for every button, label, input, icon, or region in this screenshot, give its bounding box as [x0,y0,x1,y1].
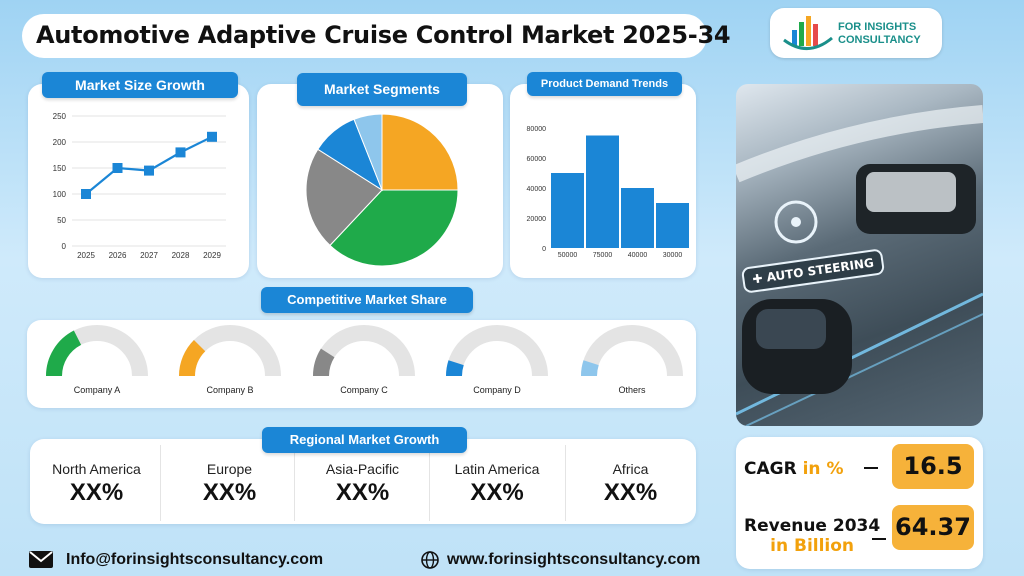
y-tick-label: 150 [53,164,67,173]
pie-slice [353,113,383,191]
footer-email[interactable]: Info@forinsightsconsultancy.com [66,551,324,568]
divider [565,445,566,521]
y-tick-label: 0 [542,246,546,253]
y-tick-label: 200 [53,138,67,147]
x-tick-label: 50000 [558,252,578,259]
x-tick-label: 2029 [203,251,221,260]
globe-icon [421,551,439,569]
region-name: North America [52,461,141,477]
x-tick-label: 30000 [663,252,683,259]
gauge-fill [446,360,464,377]
y-tick-label: 250 [53,112,67,121]
region-africa: Africa XX% [565,439,696,524]
gauge-fill [46,330,82,377]
data-point [144,165,154,176]
cagr-value: 16.5 [892,444,974,489]
gauge-fill [313,348,335,377]
region-value: XX% [69,479,124,506]
gauge-fill [581,360,599,377]
data-point [207,131,217,142]
x-tick-label: 2025 [77,251,95,260]
data-point [112,163,123,173]
x-tick-label: 75000 [593,252,613,259]
gauge-fill [179,339,206,377]
logo-text-2: CONSULTANCY [838,34,921,46]
divider [429,445,430,521]
region-value: XX% [335,479,390,506]
gauge-label: Company C [340,385,388,395]
bar [586,135,619,248]
company-logo[interactable]: FOR INSIGHTS CONSULTANCY [770,8,942,58]
y-tick-label: 100 [53,190,67,199]
gauge-track [446,325,548,377]
y-tick-label: 50 [57,216,66,225]
market-size-title: Market Size Growth [42,72,238,98]
y-tick-label: 0 [62,242,67,251]
pie-slice [381,113,459,191]
road-illustration [736,105,983,426]
cagr-label: CAGR in % [744,459,844,479]
market-segments-pie-chart [305,113,459,267]
series-line [85,135,213,195]
region-name: Europe [206,461,253,477]
region-name: Latin America [454,461,540,477]
gauge-track [313,325,415,377]
demand-bar-chart: 0 20000 40000 60000 80000 50000 75000 40000 3000… [527,126,689,259]
gauge-label: Company D [473,385,521,395]
x-tick-label: 2027 [140,251,158,260]
pie-slice [329,189,459,267]
region-name: Asia-Pacific [325,461,400,477]
divider [294,445,295,521]
revenue-label: Revenue 2034 in Billion [744,516,881,556]
x-tick-label: 2026 [109,251,127,260]
regional-title: Regional Market Growth [262,427,467,453]
data-point [175,147,186,158]
competitive-gauges: Company A Company B Company C Company D Othe… [46,325,683,395]
bar [621,188,654,248]
x-tick-label: 40000 [628,252,648,259]
market-size-line-chart: 0 50 100 150 200 250 2025 2026 2027 2028 2029 [53,112,226,260]
gauge-track [581,325,683,377]
divider [160,445,161,521]
steering-wheel-icon [774,200,818,244]
competitive-title: Competitive Market Share [261,287,473,313]
demand-title: Product Demand Trends [527,72,682,96]
page-title: Automotive Adaptive Cruise Control Marke… [22,14,731,58]
revenue-value: 64.37 [892,505,974,550]
cagr-dash [864,467,878,469]
logo-chart-icon [783,16,833,50]
region-asia-pacific: Asia-Pacific XX% [296,439,429,524]
market-segments-title: Market Segments [297,73,467,106]
region-north-america: North America XX% [30,439,163,524]
y-tick-label: 40000 [527,186,547,193]
bar [656,203,689,248]
bar [551,173,584,248]
y-tick-label: 20000 [527,216,547,223]
region-name: Africa [612,461,649,477]
gauge-label: Others [618,385,646,395]
gauge-label: Company B [206,385,253,395]
region-value: XX% [603,479,658,506]
data-point [81,189,91,199]
y-tick-label: 80000 [527,126,547,133]
gauge-label: Company A [74,385,121,395]
footer-website[interactable]: www.forinsightsconsultancy.com [447,551,701,568]
email-icon [29,551,53,568]
logo-text-1: FOR INSIGHTS [838,21,917,33]
regional-card: North America XX% Europe XX% Asia-Pacifi… [30,439,696,524]
y-tick-label: 60000 [527,156,547,163]
region-europe: Europe XX% [163,439,296,524]
revenue-dash [872,538,886,540]
region-value: XX% [470,479,524,506]
region-latin-america: Latin America XX% [429,439,565,524]
region-value: XX% [202,479,257,506]
auto-steering-image: ✚ AUTO STEERING [736,84,983,426]
pie-slice [305,148,383,247]
x-tick-label: 2028 [172,251,190,260]
